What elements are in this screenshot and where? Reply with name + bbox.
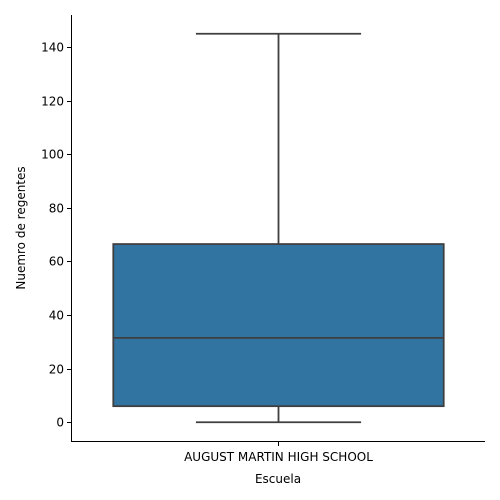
y-tick-label: 40 <box>49 309 64 323</box>
y-tick-label: 80 <box>49 202 64 216</box>
y-tick-label: 120 <box>41 95 64 109</box>
y-axis-label: Nuemro de regentes <box>14 166 28 289</box>
box-iqr <box>112 243 445 408</box>
y-tick-label: 140 <box>41 41 64 55</box>
y-tick-label: 60 <box>49 255 64 269</box>
x-axis-label: Escuela <box>255 472 301 486</box>
y-tick-label: 20 <box>49 363 64 377</box>
plot-area <box>112 32 445 424</box>
x-tick-label: AUGUST MARTIN HIGH SCHOOL <box>184 450 373 464</box>
axis-ticks: 0 20 40 60 80 100 120 140 AUGUST MARTIN HIGH SCH… <box>41 41 373 465</box>
y-tick-label: 100 <box>41 148 64 162</box>
y-tick-label: 0 <box>56 416 64 430</box>
